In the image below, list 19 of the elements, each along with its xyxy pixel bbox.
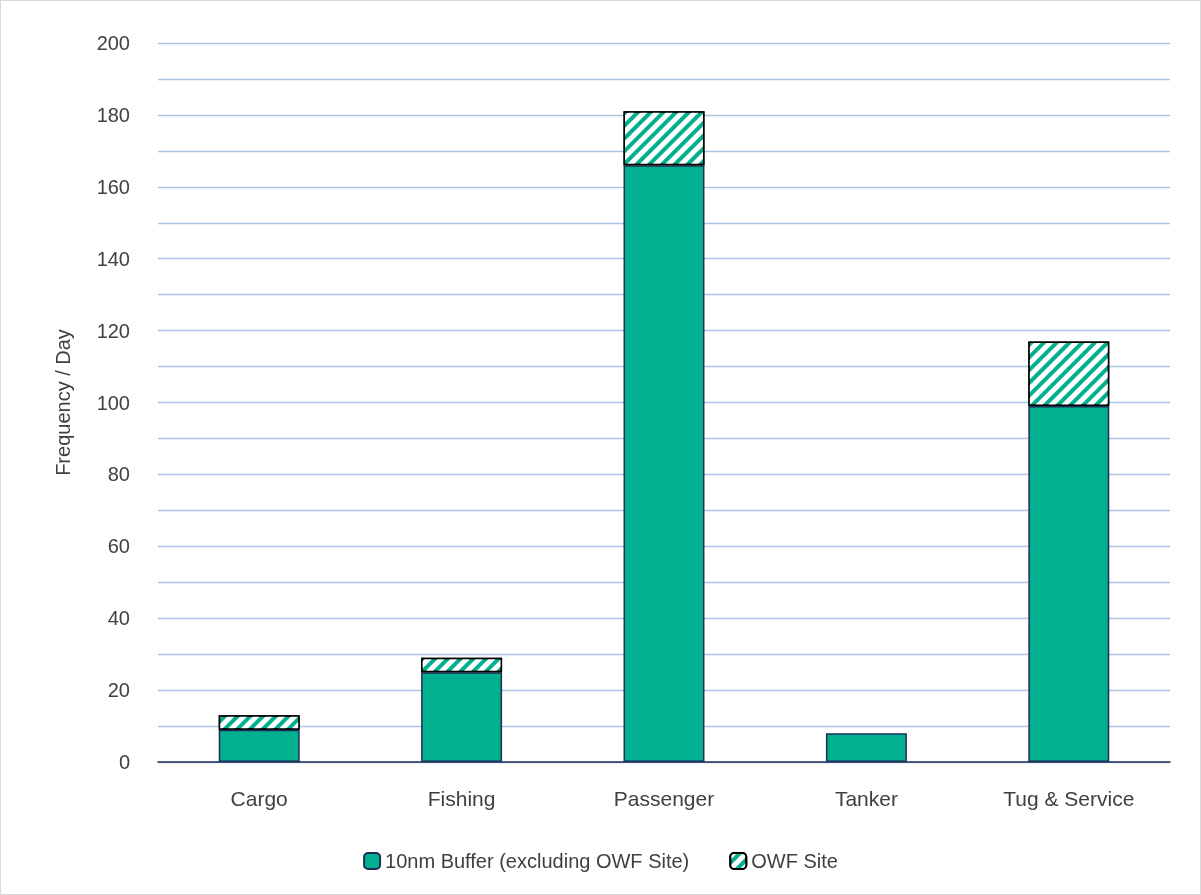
y-axis-title: Frequency / Day: [52, 329, 74, 476]
legend-label: OWF Site: [751, 850, 838, 872]
y-tick-label: 120: [96, 319, 130, 342]
y-tick-label: 180: [96, 103, 130, 126]
x-tick-label: Fishing: [427, 787, 496, 810]
x-tick-label: Passenger: [613, 787, 715, 810]
legend-label: 10nm Buffer (excluding OWF Site): [385, 850, 690, 872]
y-tick-label: 60: [107, 535, 130, 558]
y-tick-label: 140: [96, 247, 130, 270]
y-tick-label: 80: [107, 463, 130, 486]
y-tick-label: 100: [96, 391, 130, 414]
x-tick-label: Tug & Service: [1003, 787, 1135, 810]
x-tick-label: Tanker: [834, 787, 898, 810]
y-tick-label: 0: [118, 751, 130, 773]
x-tick-label: Cargo: [230, 787, 288, 810]
y-tick-label: 40: [107, 607, 130, 630]
y-tick-label: 160: [96, 175, 130, 198]
y-tick-label: 200: [96, 32, 130, 54]
y-tick-label: 20: [107, 679, 130, 702]
